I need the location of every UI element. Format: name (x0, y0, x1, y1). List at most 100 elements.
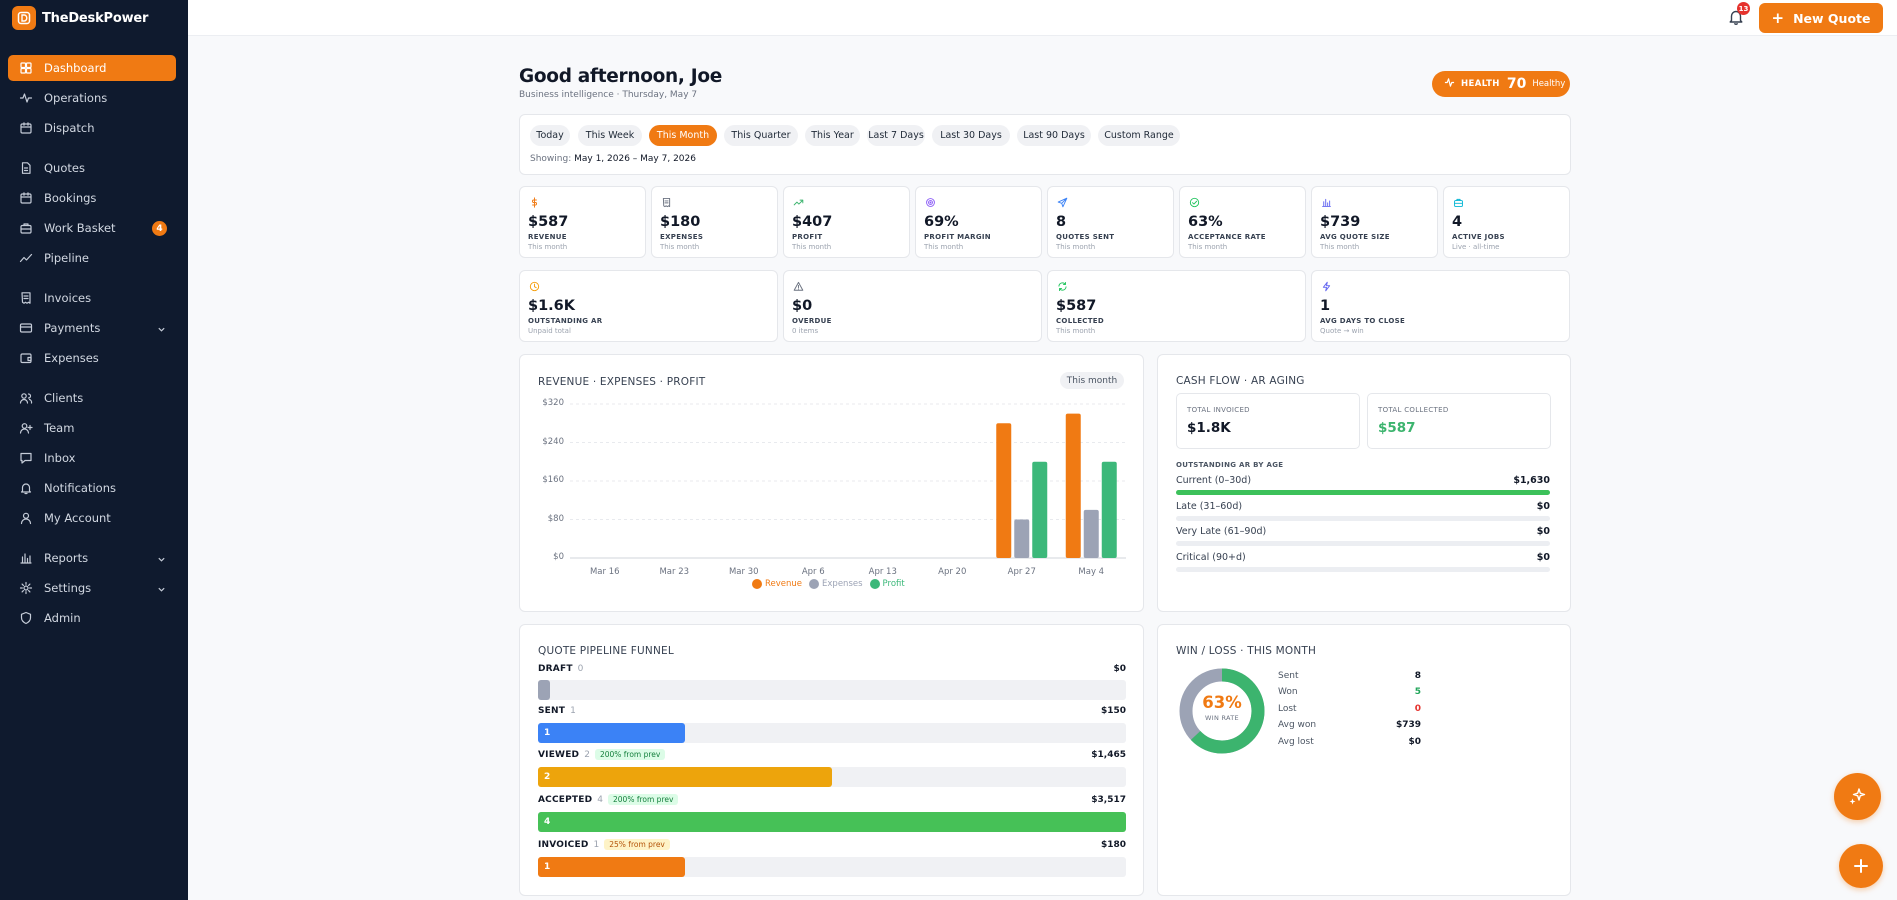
sidebar-item-expenses[interactable]: Expenses (8, 345, 176, 371)
kpi-sub: 0 items (792, 327, 819, 335)
range-chip-this-quarter[interactable]: This Quarter (724, 125, 798, 146)
kpi-card-profit-margin[interactable]: 69% PROFIT MARGIN This month (915, 186, 1042, 258)
chevron-down-icon[interactable] (157, 553, 166, 567)
sidebar-item-my-account[interactable]: My Account (8, 505, 176, 531)
kpi-value: $587 (528, 214, 569, 230)
sidebar-item-label: Clients (44, 391, 84, 405)
sidebar-item-label: Expenses (44, 351, 99, 365)
range-chip-last-30-days[interactable]: Last 30 Days (932, 125, 1010, 146)
legend-label: Revenue (765, 579, 803, 589)
chart-bar-expenses[interactable] (1083, 509, 1099, 558)
range-chip-custom-range[interactable]: Custom Range (1098, 125, 1180, 146)
chart-xtick-label: Apr 13 (868, 567, 897, 577)
sidebar-item-admin[interactable]: Admin (8, 605, 176, 631)
range-chip-this-month[interactable]: This Month (649, 125, 717, 146)
sidebar-item-work-basket[interactable]: Work Basket 4 (8, 215, 176, 241)
kpi-card-overdue[interactable]: $0 OVERDUE 0 items (783, 270, 1042, 342)
chart-bar-revenue[interactable] (1065, 413, 1081, 558)
aging-value: $0 (1536, 526, 1550, 537)
funnel-stage-viewed[interactable]: VIEWED 2 200% from prev $1,465 (538, 749, 1126, 760)
sidebar-item-bookings[interactable]: Bookings (8, 185, 176, 211)
legend-item-revenue[interactable]: Revenue (752, 579, 802, 589)
range-chip-today[interactable]: Today (530, 125, 570, 146)
aging-label: Critical (90+d) (1176, 552, 1246, 563)
grid-icon (19, 61, 33, 75)
chart-bar-profit[interactable] (1032, 461, 1048, 558)
chevron-down-icon[interactable] (157, 583, 166, 597)
aging-bar-track (1176, 516, 1550, 521)
sidebar-item-notifications[interactable]: Notifications (8, 475, 176, 501)
funnel-stage-invoiced[interactable]: INVOICED 1 25% from prev $180 (538, 839, 1126, 850)
health-label: HEALTH (1461, 79, 1500, 89)
sidebar-item-dashboard[interactable]: Dashboard (8, 55, 176, 81)
range-chip-last-7-days[interactable]: Last 7 Days (867, 125, 925, 146)
kpi-card-profit[interactable]: $407 PROFIT This month (783, 186, 910, 258)
sidebar-item-pipeline[interactable]: Pipeline (8, 245, 176, 271)
sidebar-item-payments[interactable]: Payments (8, 315, 176, 341)
kpi-value: 4 (1452, 214, 1463, 230)
sidebar-item-settings[interactable]: Settings (8, 575, 176, 601)
funnel-stage-name: ACCEPTED (538, 795, 593, 805)
winloss-label: Won (1278, 687, 1298, 697)
range-chip-this-year[interactable]: This Year (805, 125, 860, 146)
brand[interactable]: TheDeskPower (0, 1, 188, 35)
showing-value: May 1, 2026 – May 7, 2026 (574, 154, 696, 164)
new-quote-button[interactable]: + New Quote (1759, 3, 1883, 33)
range-chip-this-week[interactable]: This Week (578, 125, 642, 146)
chart-ytick-label: $240 (542, 436, 564, 447)
kpi-card-acceptance-rate[interactable]: 63% ACCEPTANCE RATE This month (1179, 186, 1306, 258)
brand-name: TheDeskPower (42, 10, 149, 26)
trend-icon (19, 251, 33, 265)
legend-label: Expenses (822, 579, 863, 589)
health-badge[interactable]: HEALTH 70 Healthy (1432, 71, 1570, 97)
funnel-stage-draft[interactable]: DRAFT 0 $0 (538, 664, 1126, 674)
sidebar-item-reports[interactable]: Reports (8, 545, 176, 571)
kpi-value: $587 (1056, 298, 1097, 314)
kpi-card-active-jobs[interactable]: 4 ACTIVE JOBS Live · all-time (1443, 186, 1570, 258)
kpi-card-revenue[interactable]: $587 REVENUE This month (519, 186, 646, 258)
range-chip-last-90-days[interactable]: Last 90 Days (1017, 125, 1091, 146)
kpi-card-outstanding-ar[interactable]: $1.6K OUTSTANDING AR Unpaid total (519, 270, 778, 342)
chart-bar-profit[interactable] (1101, 461, 1117, 558)
chevron-down-icon[interactable] (157, 323, 166, 337)
funnel-change-badge: 200% from prev (608, 794, 679, 805)
funnel-stage-count: 1 (570, 706, 576, 716)
sidebar-item-invoices[interactable]: Invoices (8, 285, 176, 311)
sidebar-item-label: Reports (44, 551, 89, 565)
legend-item-profit[interactable]: Profit (869, 579, 905, 589)
chart-legend: Revenue Expenses Profit (752, 579, 912, 589)
kpi-card-avg-days-to-close[interactable]: 1 AVG DAYS TO CLOSE Quote → win (1311, 270, 1570, 342)
dollar-icon (529, 197, 540, 208)
funnel-stage-accepted[interactable]: ACCEPTED 4 200% from prev $3,517 (538, 794, 1126, 805)
ai-assistant-button[interactable] (1834, 773, 1881, 820)
sidebar-item-team[interactable]: Team (8, 415, 176, 441)
sidebar-item-clients[interactable]: Clients (8, 385, 176, 411)
sidebar-item-dispatch[interactable]: Dispatch (8, 115, 176, 141)
chart-xtick-label: Apr 20 (938, 567, 967, 577)
chart-bar-revenue[interactable] (996, 423, 1012, 558)
funnel-bar-track: 1 (538, 857, 1126, 877)
chart-bar-expenses[interactable] (1014, 519, 1030, 559)
check-circle-icon (1189, 197, 1200, 208)
kpi-card-collected[interactable]: $587 COLLECTED This month (1047, 270, 1306, 342)
calendar-icon (19, 191, 33, 205)
kpi-sub: This month (1320, 243, 1360, 251)
quick-add-button[interactable] (1839, 844, 1883, 888)
win-rate-donut (1179, 668, 1265, 754)
kpi-label: AVG DAYS TO CLOSE (1320, 317, 1406, 325)
aging-value: $1,630 (1513, 475, 1550, 486)
funnel-stage-amount: $1,465 (1091, 750, 1126, 760)
kpi-card-avg-quote-size[interactable]: $739 AVG QUOTE SIZE This month (1311, 186, 1438, 258)
aging-bar-track (1176, 541, 1550, 546)
kpi-card-quotes-sent[interactable]: 8 QUOTES SENT This month (1047, 186, 1174, 258)
sidebar-item-quotes[interactable]: Quotes (8, 155, 176, 181)
sidebar-item-inbox[interactable]: Inbox (8, 445, 176, 471)
kpi-card-expenses[interactable]: $180 EXPENSES This month (651, 186, 778, 258)
kpi-value: 8 (1056, 214, 1067, 230)
sidebar-item-operations[interactable]: Operations (8, 85, 176, 111)
legend-swatch (809, 579, 820, 589)
gear-icon (19, 581, 33, 595)
legend-item-expenses[interactable]: Expenses (809, 579, 863, 589)
clock-icon (529, 281, 540, 292)
funnel-stage-sent[interactable]: SENT 1 $150 (538, 706, 1126, 716)
